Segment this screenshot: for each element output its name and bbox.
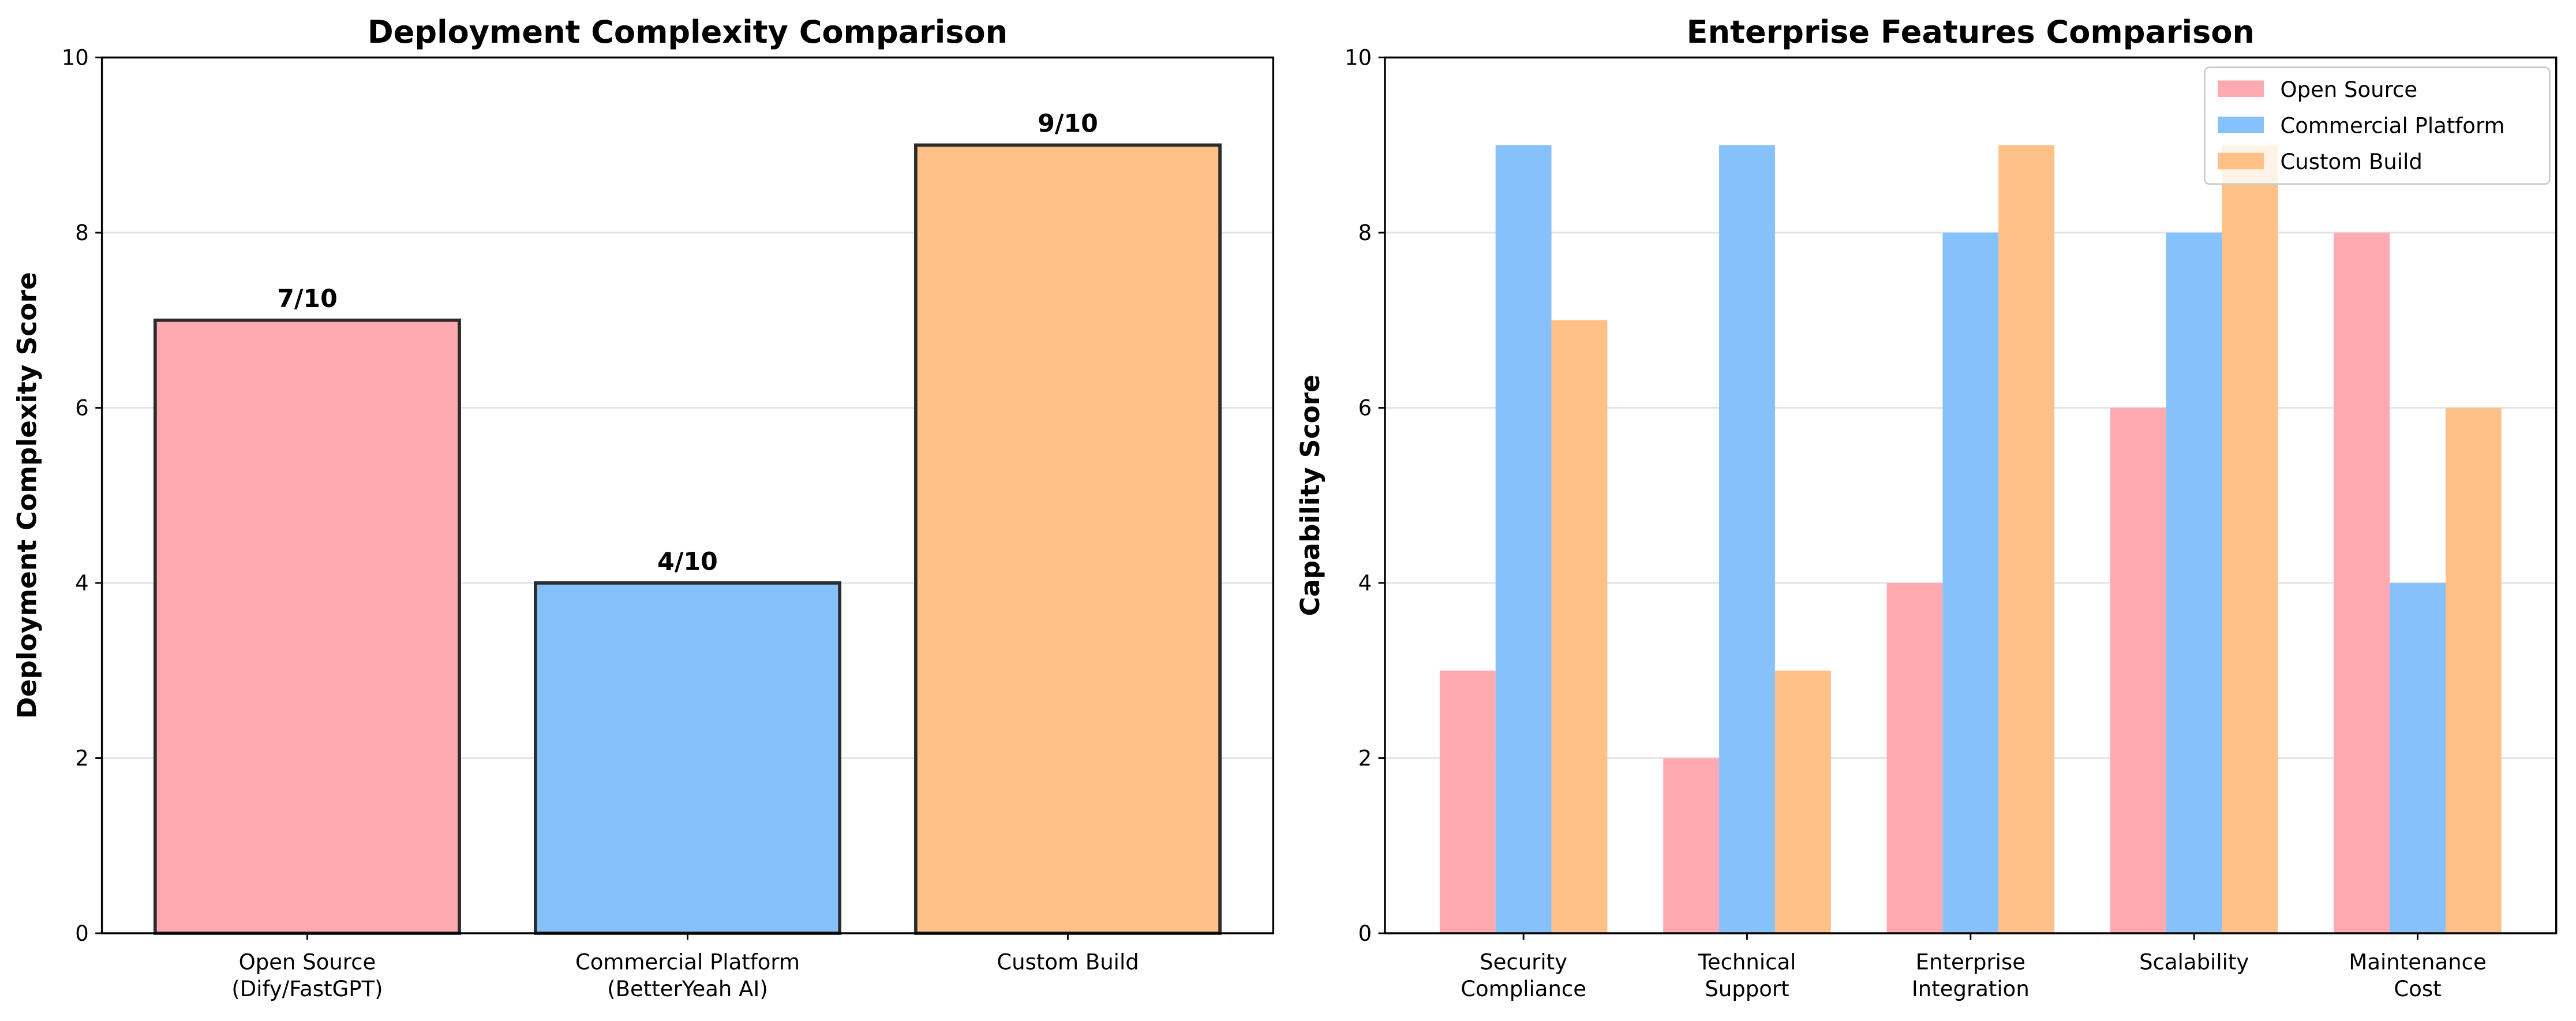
y-tick-label: 2 bbox=[75, 746, 89, 771]
y-tick-label: 10 bbox=[1345, 45, 1372, 70]
bar bbox=[2390, 583, 2446, 933]
x-tick-label: Security Compliance bbox=[1461, 950, 1586, 1001]
bar bbox=[2334, 233, 2390, 933]
bar bbox=[2445, 407, 2502, 933]
y-axis-label: Capability Score bbox=[1295, 375, 1326, 616]
axes-frame bbox=[1384, 56, 2558, 934]
value-label: 4/10 bbox=[657, 547, 718, 576]
axes-frame bbox=[100, 56, 1275, 934]
bar bbox=[1439, 670, 1496, 933]
legend-label: Open Source bbox=[2280, 77, 2417, 102]
y-tick-label: 4 bbox=[1358, 571, 1372, 596]
bar bbox=[1495, 145, 1552, 933]
legend-swatch bbox=[2218, 152, 2264, 170]
legend-box bbox=[2204, 66, 2551, 185]
bar bbox=[534, 581, 841, 935]
y-tick-label: 8 bbox=[1358, 220, 1372, 245]
bar bbox=[153, 318, 461, 935]
y-tick-label: 2 bbox=[1358, 746, 1372, 771]
chart-title: Enterprise Features Comparison bbox=[1687, 14, 2255, 50]
legend-swatch bbox=[2218, 80, 2264, 97]
legend: Open Source Commercial Platform Custom Bui… bbox=[2204, 66, 2551, 185]
y-tick-label: 6 bbox=[75, 395, 89, 420]
bar bbox=[1942, 233, 1999, 933]
bar bbox=[1663, 758, 1720, 933]
value-label: 9/10 bbox=[1038, 110, 1098, 139]
x-tick-label: Commercial Platform (BetterYeah AI) bbox=[575, 950, 800, 1001]
y-tick-label: 4 bbox=[75, 571, 89, 596]
bar bbox=[1774, 670, 1831, 933]
y-tick-label: 10 bbox=[62, 45, 89, 70]
legend-label: Commercial Platform bbox=[2280, 114, 2504, 139]
bar bbox=[2110, 407, 2166, 933]
legend-swatch bbox=[2218, 117, 2264, 133]
x-tick-label: Open Source (Dify/FastGPT) bbox=[231, 950, 383, 1001]
value-label: 7/10 bbox=[277, 285, 338, 313]
x-tick-label: Scalability bbox=[2139, 950, 2249, 975]
bar bbox=[914, 143, 1222, 935]
x-tick-label: Enterprise Integration bbox=[1912, 950, 2030, 1001]
y-axis-label: Deployment Complexity Score bbox=[12, 272, 43, 719]
y-tick-label: 8 bbox=[75, 220, 89, 245]
bar bbox=[2166, 233, 2222, 933]
y-tick-label: 0 bbox=[1358, 921, 1372, 946]
bar bbox=[1998, 145, 2055, 933]
bar bbox=[1886, 583, 1943, 933]
bar bbox=[1551, 320, 1608, 933]
y-tick-label: 0 bbox=[75, 921, 89, 946]
bar bbox=[2222, 145, 2278, 933]
legend-label: Custom Build bbox=[2280, 149, 2422, 174]
bar bbox=[1719, 145, 1775, 933]
x-tick-label: Custom Build bbox=[997, 950, 1139, 975]
chart-title: Deployment Complexity Comparison bbox=[368, 14, 1008, 50]
y-tick-label: 6 bbox=[1358, 395, 1372, 420]
x-tick-label: Maintenance Cost bbox=[2349, 950, 2486, 1001]
x-tick-label: Technical Support bbox=[1698, 950, 1796, 1001]
